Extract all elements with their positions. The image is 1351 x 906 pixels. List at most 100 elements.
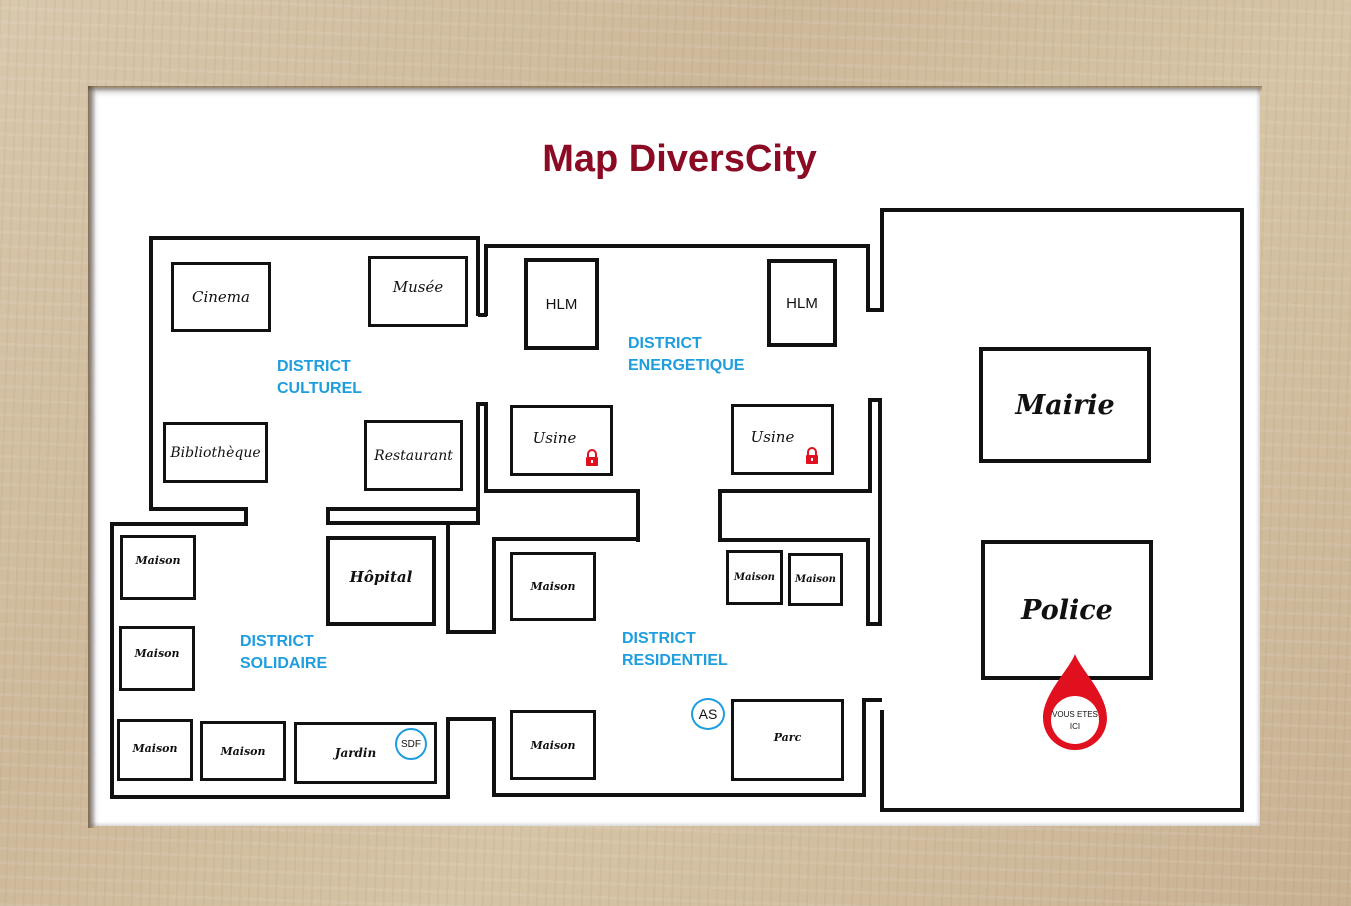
wall <box>492 717 496 797</box>
district-energetique: DISTRICT ENERGETIQUE <box>628 335 745 374</box>
building-label: Mairie <box>1015 389 1115 421</box>
wall <box>718 489 722 542</box>
building-mairie[interactable]: Mairie <box>979 347 1151 463</box>
building-cinema[interactable]: Cinema <box>171 262 271 332</box>
wall <box>446 630 496 634</box>
building-label: Parc <box>773 730 802 744</box>
frame-shadow <box>88 86 96 828</box>
wall <box>446 521 450 634</box>
as-label: AS <box>698 706 718 722</box>
wall <box>484 402 488 492</box>
wall <box>866 244 870 312</box>
wall <box>492 537 496 634</box>
building-hlm[interactable]: HLM <box>524 258 599 350</box>
wall <box>484 489 640 493</box>
building-maison[interactable]: Maison <box>120 535 196 600</box>
building-label: Maison <box>795 574 836 585</box>
building-label: Maison <box>134 647 180 660</box>
building-label: Police <box>1021 594 1113 626</box>
lock-icon <box>586 449 598 466</box>
wall <box>326 507 330 525</box>
wall <box>110 795 450 799</box>
wall <box>718 489 872 493</box>
district-residentiel: DISTRICT RESIDENTIEL <box>622 630 728 669</box>
wall <box>478 313 487 317</box>
building-maison[interactable]: Maison <box>119 626 195 691</box>
sdf-label: SDF <box>401 738 421 750</box>
wall <box>880 808 1244 812</box>
wall <box>636 489 640 542</box>
building-label: Usine <box>750 427 795 446</box>
wall <box>866 308 882 312</box>
wall <box>484 244 869 248</box>
building-bibliotheque[interactable]: Bibliothèque <box>163 422 268 483</box>
wall <box>476 402 488 406</box>
wall <box>492 793 866 797</box>
wall <box>149 507 247 511</box>
wall <box>492 537 640 541</box>
wall <box>476 236 480 316</box>
wall <box>718 538 870 542</box>
building-maison[interactable]: Maison <box>117 719 193 781</box>
building-label: Maison <box>530 580 576 593</box>
building-label: Bibliothèque <box>170 444 261 461</box>
building-restaurant[interactable]: Restaurant <box>364 420 463 491</box>
district-solidaire: DISTRICT SOLIDAIRE <box>240 633 328 672</box>
building-label: Restaurant <box>374 447 453 464</box>
building-label: Hôpital <box>349 568 413 586</box>
wall <box>110 522 114 798</box>
as-badge: AS <box>691 698 725 730</box>
building-label: Maison <box>132 741 178 755</box>
building-usine[interactable]: Usine <box>731 404 834 475</box>
building-label: HLM <box>545 295 578 313</box>
building-musee[interactable]: Musée <box>368 256 468 327</box>
building-label: Maison <box>135 554 181 567</box>
wall <box>862 698 882 702</box>
wall <box>149 236 479 240</box>
building-label: Jardin <box>334 746 377 760</box>
frame-shadow <box>88 86 1262 92</box>
wall <box>244 507 248 525</box>
building-hlm[interactable]: HLM <box>767 259 837 347</box>
wall <box>476 402 480 522</box>
building-maison[interactable]: Maison <box>788 553 843 606</box>
building-label: Maison <box>220 744 266 758</box>
building-maison[interactable]: Maison <box>510 710 596 780</box>
building-label: Musée <box>392 277 444 296</box>
wall <box>326 507 480 511</box>
wall <box>326 521 480 525</box>
wall <box>878 398 882 626</box>
wall <box>446 717 496 721</box>
wall <box>484 244 488 316</box>
building-label: Maison <box>530 738 576 752</box>
location-pin-icon <box>1043 654 1107 750</box>
you-are-here-label: VOUS ETES ICI <box>1052 710 1098 731</box>
district-culturel: DISTRICT CULTUREL <box>277 358 363 397</box>
wall <box>868 398 872 492</box>
sdf-badge: SDF <box>395 728 427 760</box>
building-label: Cinema <box>192 288 250 306</box>
wall <box>880 710 884 812</box>
building-maison[interactable]: Maison <box>200 721 286 781</box>
wall <box>446 717 450 799</box>
wall <box>862 698 866 797</box>
building-usine[interactable]: Usine <box>510 405 613 476</box>
map-title: Map DiversCity <box>542 138 817 180</box>
building-maison[interactable]: Maison <box>510 552 596 621</box>
wall <box>110 522 248 526</box>
wall <box>1240 208 1244 812</box>
building-parc[interactable]: Parc <box>731 699 844 781</box>
wall <box>866 622 882 626</box>
building-label: Usine <box>532 428 577 447</box>
wall <box>880 208 884 312</box>
building-police[interactable]: Police <box>981 540 1153 680</box>
building-maison[interactable]: Maison <box>726 550 783 605</box>
wall <box>866 538 870 626</box>
building-hopital[interactable]: Hôpital <box>326 536 436 626</box>
wall <box>868 398 882 402</box>
lock-icon <box>806 447 818 464</box>
building-label: Maison <box>734 572 775 583</box>
wall <box>149 236 153 510</box>
wall <box>880 208 1244 212</box>
building-label: HLM <box>786 294 818 312</box>
